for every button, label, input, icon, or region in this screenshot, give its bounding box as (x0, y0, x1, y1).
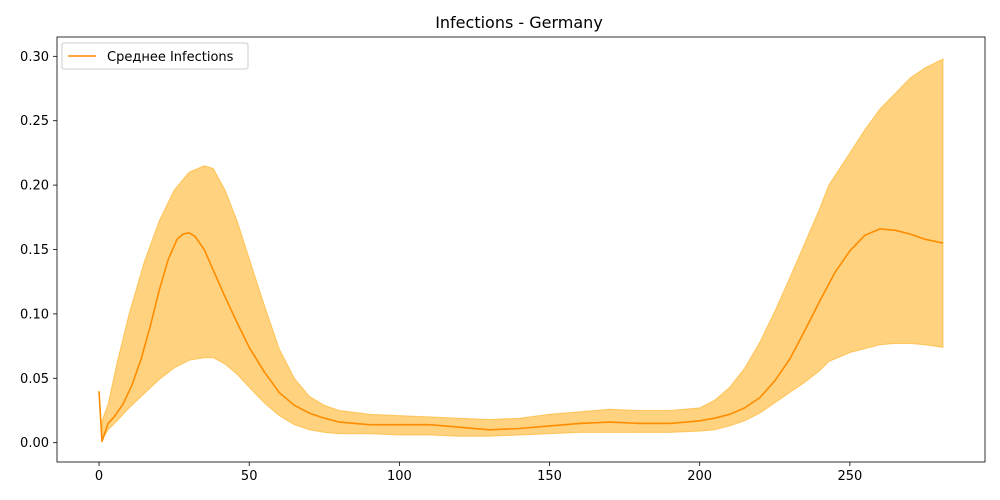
y-tick-label: 0.05 (20, 372, 49, 387)
chart-title: Infections - Germany (435, 13, 603, 32)
y-tick-label: 0.15 (20, 243, 49, 258)
legend: Среднее Infections (61, 42, 249, 70)
y-tick-label: 0.25 (20, 114, 49, 129)
legend-label: Среднее Infections (107, 50, 234, 65)
y-tick-label: 0.30 (20, 50, 49, 65)
y-tick-label: 0.00 (20, 436, 49, 451)
y-tick-label: 0.10 (20, 307, 49, 322)
x-tick-label: 50 (241, 469, 258, 484)
x-tick-label: 0 (95, 469, 103, 484)
series-line-0 (98, 228, 944, 443)
legend-box (61, 42, 249, 70)
x-tick-label: 100 (387, 469, 412, 484)
x-tick-label: 150 (537, 469, 562, 484)
y-tick-label: 0.20 (20, 179, 49, 194)
confidence-band (101, 58, 944, 442)
x-tick-label: 250 (837, 469, 862, 484)
x-tick-label: 200 (687, 469, 712, 484)
